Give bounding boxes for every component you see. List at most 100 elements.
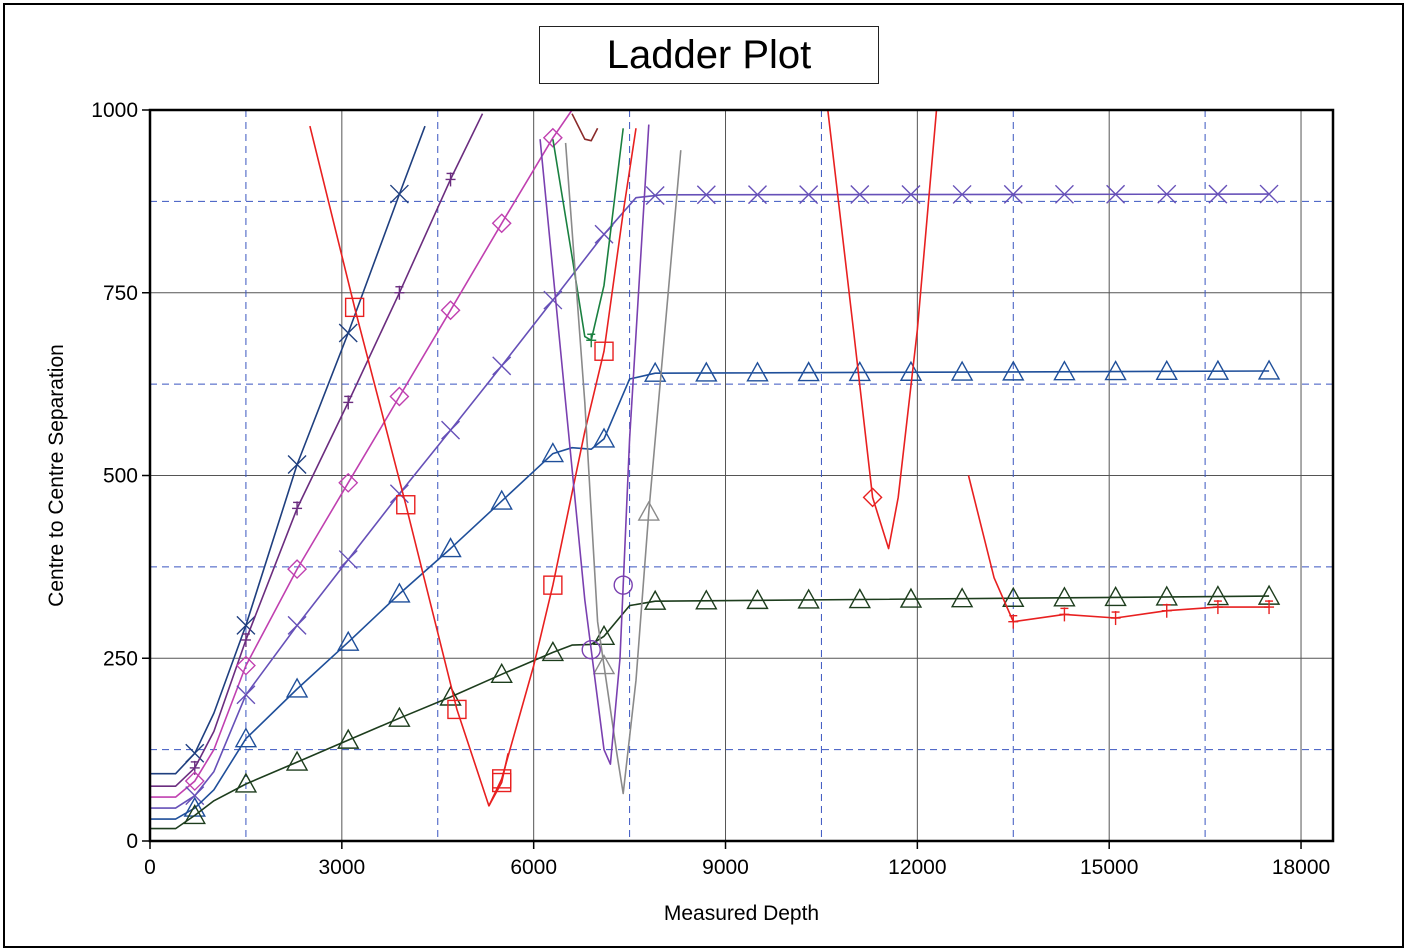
x-tick-label: 0 (144, 856, 156, 879)
series-marker-plus (445, 172, 456, 187)
series-marker-plus (240, 632, 251, 647)
series-marker-triangle (337, 630, 360, 651)
series-marker-plus (394, 285, 405, 300)
series-marker-triangle (439, 685, 462, 706)
series-marker-triangle (234, 772, 258, 793)
tick-layer: 0 3000 6000 9000 12000 15000 18000 0 250 500 750 10… (91, 99, 1330, 879)
series-marker-x (389, 484, 409, 504)
series-marker-diamond (389, 386, 410, 407)
series-marker-triangle (541, 442, 565, 463)
y-tick-label: 1000 (91, 99, 138, 122)
series-marker-x (1157, 184, 1177, 204)
series-marker-x (645, 186, 665, 206)
series-marker-x (287, 455, 307, 475)
series-marker-triangle (643, 361, 667, 382)
series-marker-triangle (695, 589, 718, 610)
series-line-9 (827, 109, 938, 550)
y-axis-label: Centre to Centre Separation (45, 344, 68, 607)
series-marker-triangle (388, 706, 411, 727)
series-marker-triangle (695, 361, 718, 382)
series-marker-triangle (797, 588, 820, 609)
series-marker-plus (343, 395, 354, 410)
x-tick-label: 6000 (510, 856, 557, 879)
series-line-10 (571, 113, 599, 142)
series-marker-triangle (285, 750, 309, 771)
series-marker-plus (1161, 603, 1172, 618)
series-marker-plus (586, 333, 597, 348)
series-marker-x (747, 185, 767, 205)
series-marker-x (901, 185, 921, 204)
x-tick-label: 18000 (1272, 856, 1330, 879)
series-marker-x (492, 356, 512, 376)
chart-title: Ladder Plot (539, 26, 879, 84)
series-marker-x (185, 743, 205, 763)
series-line-5 (150, 595, 1270, 830)
series-marker-x (287, 615, 307, 635)
series-marker-diamond (862, 487, 883, 508)
series-marker-triangle (285, 677, 309, 698)
series-marker-triangle (950, 360, 974, 381)
x-tick-label: 3000 (318, 856, 365, 879)
series-marker-triangle (899, 587, 923, 608)
series-marker-square (594, 341, 614, 361)
series-line-8 (967, 475, 1270, 623)
series-marker-triangle (592, 654, 616, 675)
series-marker-triangle (490, 662, 513, 684)
series-marker-diamond (491, 213, 512, 234)
x-tick-label: 12000 (888, 856, 946, 879)
series-marker-triangle (1053, 586, 1076, 607)
series-marker-triangle (592, 427, 616, 448)
series-marker-triangle (1002, 586, 1025, 607)
series-marker-triangle (848, 588, 871, 609)
series-marker-x (1106, 184, 1126, 204)
series-marker-x (338, 323, 358, 343)
series-marker-triangle (637, 500, 660, 521)
series-marker-triangle (1206, 359, 1230, 380)
series-marker-triangle (1104, 360, 1127, 381)
series-marker-diamond (338, 472, 359, 493)
series-marker-triangle (950, 587, 974, 608)
series-marker-diamond (440, 300, 461, 321)
series-marker-x (952, 184, 972, 204)
series-marker-x (236, 615, 256, 635)
y-tick-label: 250 (103, 647, 138, 670)
x-axis-label: Measured Depth (664, 902, 819, 925)
series-marker-plus (1008, 614, 1019, 629)
series-marker-plus (1212, 600, 1223, 615)
series-line-12 (564, 142, 682, 795)
series-marker-triangle (643, 589, 667, 610)
series-marker-triangle (234, 727, 258, 748)
series-marker-plus (292, 501, 303, 516)
series-marker-diamond (235, 655, 256, 676)
x-tick-label: 9000 (702, 856, 749, 879)
series-marker-x (799, 185, 819, 205)
series-marker-triangle (388, 582, 411, 603)
series-marker-diamond (184, 771, 205, 792)
series-marker-x (1208, 184, 1228, 204)
y-tick-label: 500 (103, 465, 138, 488)
series-marker-x (1054, 184, 1074, 204)
series-marker-x (696, 185, 716, 205)
series-marker-x (1003, 184, 1023, 204)
series-marker-x (850, 185, 870, 205)
series-marker-triangle (1104, 585, 1127, 607)
series-line-13 (539, 124, 650, 765)
series-line-11 (552, 128, 624, 342)
series-marker-square (447, 699, 467, 720)
series-marker-triangle (183, 803, 206, 825)
y-tick-label: 0 (126, 830, 138, 853)
series-layer (150, 109, 1281, 830)
series-marker-triangle (337, 728, 360, 749)
series-marker-triangle (746, 588, 769, 610)
series-marker-circle (613, 575, 633, 595)
series-marker-triangle (797, 361, 820, 382)
series-marker-plus (1264, 600, 1275, 615)
series-marker-x (236, 685, 256, 705)
series-marker-triangle (1155, 359, 1178, 381)
series-marker-diamond (287, 559, 308, 580)
series-marker-plus (1110, 611, 1121, 626)
series-line-6 (309, 125, 509, 807)
y-tick-label: 750 (103, 282, 138, 305)
series-marker-triangle (1257, 359, 1281, 380)
